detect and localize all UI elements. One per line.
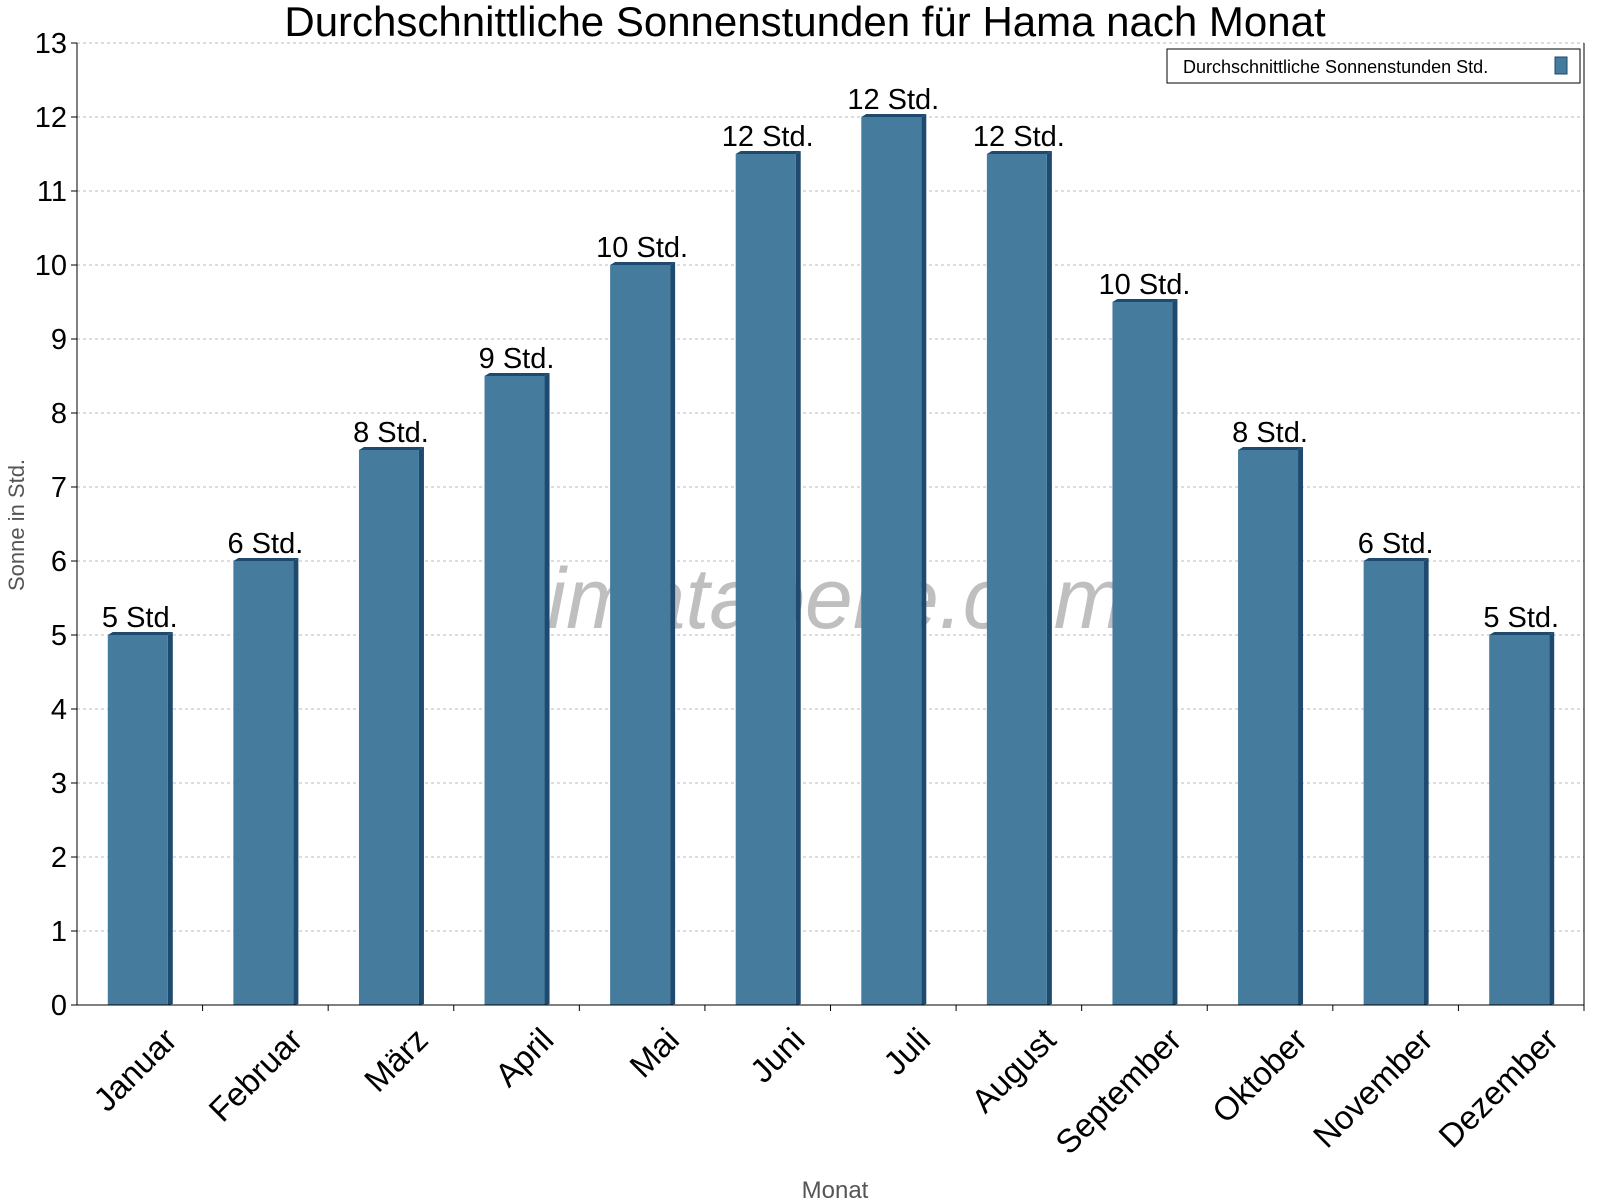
bar-februar [233, 558, 299, 1005]
legend: Durchschnittliche Sonnenstunden Std. [1166, 48, 1581, 84]
bar-top [1112, 299, 1178, 302]
y-axis-label: Sonne in Std. [4, 459, 29, 591]
y-tick-label: 10 [35, 250, 67, 282]
y-tick-label: 2 [51, 842, 67, 874]
bar [861, 117, 922, 1005]
bar-side [1423, 558, 1429, 1005]
bar-november [1363, 558, 1429, 1005]
data-label: 5 Std. [102, 602, 178, 634]
bar-side [670, 262, 676, 1005]
y-tick-label: 0 [51, 990, 67, 1022]
x-tick-label: April [488, 1021, 561, 1094]
data-label: 5 Std. [1483, 602, 1559, 634]
bar-juni [735, 151, 801, 1005]
x-tick-label: Juni [743, 1021, 812, 1090]
bar-juli [861, 114, 927, 1005]
bar-side [1298, 447, 1304, 1005]
bars: 5 Std. 6 Std. 8 Std. 9 Std. 10 Std. 12 Std. 12… [102, 84, 1559, 1005]
bar-august [986, 151, 1052, 1005]
data-label: 12 Std. [722, 121, 814, 153]
bar [1112, 302, 1173, 1005]
data-label: 9 Std. [479, 343, 555, 375]
bar-top [1363, 558, 1429, 561]
x-tick-label: Januar [86, 1021, 184, 1119]
bar [358, 450, 419, 1005]
bar [107, 635, 168, 1005]
bar-side [795, 151, 801, 1005]
y-tick-label: 8 [51, 398, 67, 430]
bar-januar [107, 632, 173, 1005]
x-tick-label: Mai [622, 1021, 686, 1085]
bar-side [921, 114, 927, 1005]
x-tick-label: September [1048, 1021, 1188, 1161]
bar-top [484, 373, 550, 376]
x-tick-label: Dezember [1431, 1021, 1565, 1155]
y-tick-label: 3 [51, 768, 67, 800]
bar [484, 376, 545, 1005]
bar-märz [358, 447, 424, 1005]
y-tick-label: 9 [51, 324, 67, 356]
bar-side [1172, 299, 1178, 1005]
y-tick-label: 13 [35, 28, 67, 60]
bar-top [1238, 447, 1304, 450]
bar [610, 265, 671, 1005]
data-label: 6 Std. [227, 528, 303, 560]
bar-dezember [1489, 632, 1555, 1005]
x-tick-label: März [357, 1021, 435, 1099]
x-axis-label: Monat [802, 1177, 869, 1200]
bar [1238, 450, 1299, 1005]
bar [986, 154, 1047, 1005]
x-tick-label: Februar [201, 1021, 309, 1129]
data-label: 8 Std. [1232, 417, 1308, 449]
bar-april [484, 373, 550, 1005]
data-label: 10 Std. [1099, 269, 1191, 301]
y-tick-label: 5 [51, 620, 67, 652]
bar-top [233, 558, 299, 561]
data-label: 10 Std. [596, 232, 688, 264]
x-tick-label: November [1306, 1021, 1440, 1155]
gridlines [77, 42, 1584, 932]
bar [1489, 635, 1550, 1005]
data-label: 8 Std. [353, 417, 429, 449]
y-tick-label: 12 [35, 102, 67, 134]
y-tick-label: 4 [51, 694, 67, 726]
bar-side [1046, 151, 1052, 1005]
bar-top [735, 151, 801, 154]
bar-top [986, 151, 1052, 154]
bar-top [107, 632, 173, 635]
data-label: 12 Std. [847, 84, 939, 116]
bar-side [1549, 632, 1555, 1005]
data-label: 6 Std. [1358, 528, 1434, 560]
x-tick-label: Juli [876, 1021, 937, 1082]
bar-side [293, 558, 299, 1005]
bar [1363, 561, 1424, 1005]
bar [735, 154, 796, 1005]
data-label: 12 Std. [973, 121, 1065, 153]
chart-title: Durchschnittliche Sonnenstunden für Hama… [284, 0, 1326, 45]
bar-side [544, 373, 550, 1005]
bar-top [861, 114, 927, 117]
y-tick-label: 1 [51, 916, 67, 948]
legend-swatch [1554, 56, 1568, 75]
bar [233, 561, 294, 1005]
legend-label: Durchschnittliche Sonnenstunden Std. [1183, 57, 1488, 77]
bar-mai [610, 262, 676, 1005]
y-tick-label: 11 [37, 176, 67, 208]
bar-top [610, 262, 676, 265]
bar-side [167, 632, 173, 1005]
legend-box [1166, 48, 1581, 84]
bar-september [1112, 299, 1178, 1005]
bar-top [358, 447, 424, 450]
x-tick-label: Oktober [1205, 1021, 1314, 1130]
bar-oktober [1238, 447, 1304, 1005]
x-tick-label: August [964, 1021, 1063, 1120]
bar-side [418, 447, 424, 1005]
y-tick-label: 7 [51, 472, 67, 504]
bar-top [1489, 632, 1555, 635]
y-tick-label: 6 [51, 546, 67, 578]
